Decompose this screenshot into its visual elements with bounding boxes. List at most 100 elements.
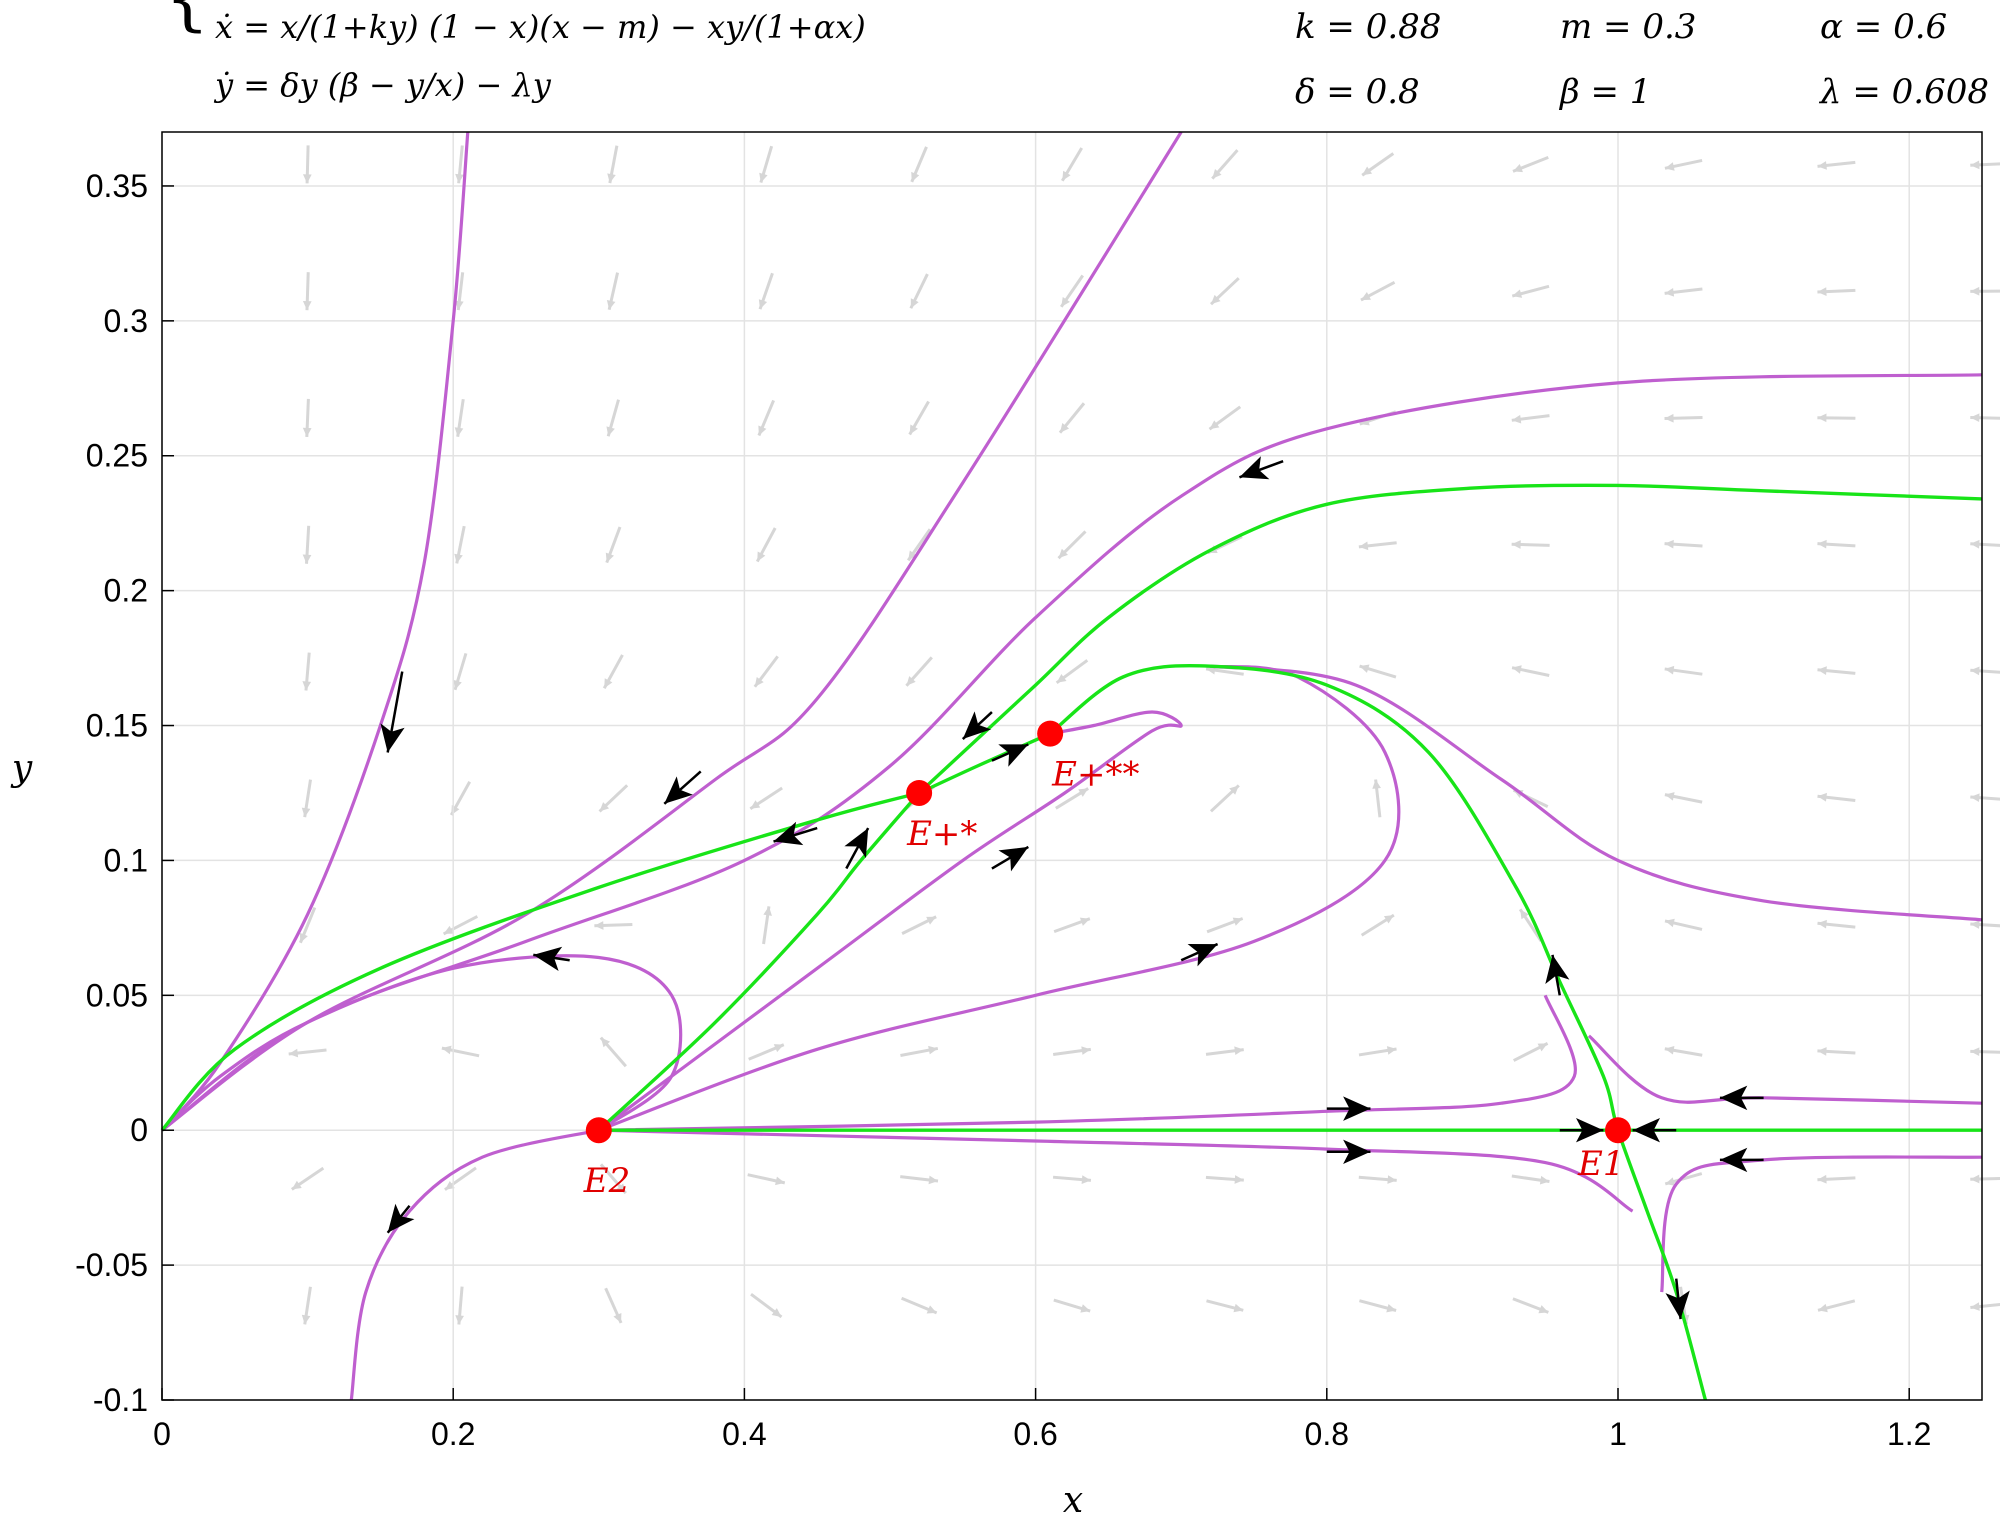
param-beta: β = 1 <box>1558 72 1651 112</box>
field-arrow-head <box>288 1048 299 1058</box>
field-arrow-head <box>1233 1303 1244 1313</box>
field-arrow-head <box>1664 413 1674 423</box>
field-arrow-head <box>763 906 772 916</box>
field-arrow-head <box>1511 540 1521 549</box>
trajectory-line <box>598 994 1577 1132</box>
field-arrow-head <box>1079 917 1090 926</box>
field-arrow-head <box>758 299 768 310</box>
separatrix-line <box>597 791 921 1132</box>
field-arrow-head <box>1664 792 1675 801</box>
field-arrow-head <box>1056 673 1067 683</box>
field-arrow-head <box>1081 1175 1091 1184</box>
equilibrium-label: E2 <box>583 1161 630 1201</box>
direction-arrow-head <box>1343 1139 1371 1164</box>
x-tick-label: 0.2 <box>431 1416 475 1452</box>
field-arrow-head <box>926 916 937 925</box>
field-arrow-head <box>1664 288 1675 297</box>
y-axis-ticks: -0.1 -0.05 0 0.05 0.1 0.15 0.2 0.25 0.3 0.35 <box>75 168 174 1418</box>
direction-arrow-head <box>1343 1096 1371 1121</box>
direction-arrow-head <box>998 846 1029 872</box>
plot-frame <box>161 131 1983 1401</box>
y-tick-label: 0.25 <box>86 438 148 474</box>
field-arrow-head <box>759 172 768 183</box>
x-tick-label: 1.2 <box>1887 1416 1931 1452</box>
param-alpha: α = 0.6 <box>1820 7 1947 47</box>
field-arrow-head <box>1234 1175 1244 1184</box>
equation-x-dot: ẋ = x/(1+ky) (1 − x)(x − m) − xy/(1+αx) <box>215 8 866 46</box>
equilibria: E2 E1 E+* E+** <box>583 720 1631 1201</box>
param-k: k = 0.88 <box>1295 7 1441 47</box>
field-arrow-head <box>302 427 312 437</box>
separatrix-line <box>160 791 920 1132</box>
direction-arrow-head <box>844 828 869 858</box>
field-arrow-head <box>1970 920 1980 929</box>
field-arrow-head <box>928 1175 938 1185</box>
field-arrow-head <box>1232 917 1243 926</box>
trajectory-line <box>349 1128 600 1401</box>
field-arrow-head <box>1970 1174 1980 1184</box>
field-arrow-head <box>1512 164 1523 173</box>
y-tick-label: 0.35 <box>86 168 148 204</box>
field-arrow-head <box>757 551 766 562</box>
field-arrow-head <box>1058 548 1068 559</box>
field-arrow-head <box>1081 1046 1091 1055</box>
field-arrow-head <box>1970 413 1980 423</box>
direction-arrow-head <box>1545 954 1570 984</box>
field-arrow-head <box>1358 541 1369 551</box>
trajectory-line <box>161 373 1983 1132</box>
field-arrow-head <box>758 425 767 436</box>
field-arrow-head <box>1234 1046 1244 1056</box>
param-lambda: λ = 0.608 <box>1818 72 1989 112</box>
field-arrow-head <box>1817 287 1827 296</box>
field-arrow-head <box>1387 1175 1397 1184</box>
equilibrium-label: E+** <box>1051 755 1139 795</box>
field-arrow-head <box>600 1037 611 1048</box>
field-arrow-head <box>455 173 464 184</box>
field-arrow-head <box>291 1180 302 1190</box>
field-arrow-head <box>1538 1305 1549 1314</box>
y-tick-label: 0.05 <box>86 977 148 1013</box>
x-tick-label: 0 <box>153 1416 171 1452</box>
field-arrow-head <box>606 299 616 310</box>
field-arrow-head <box>1665 1177 1676 1186</box>
x-axis-ticks: 0 0.2 0.4 0.6 0.8 1 1.2 <box>153 1388 1931 1452</box>
field-arrow-head <box>1817 666 1827 675</box>
field-arrow-head <box>906 676 916 686</box>
field-arrow-head <box>1664 539 1674 549</box>
y-tick-label: 0.2 <box>104 573 148 609</box>
separatrix-line <box>1049 664 1708 1401</box>
field-arrow-head <box>606 426 615 437</box>
direction-arrows <box>380 456 1764 1320</box>
equilibrium-label: E1 <box>1577 1144 1624 1184</box>
field-arrow-head <box>1817 919 1827 929</box>
field-arrow-head <box>302 174 312 184</box>
field-arrow-head <box>455 1315 464 1325</box>
direction-arrow-head <box>1719 1085 1748 1111</box>
field-arrow-head <box>1062 170 1071 181</box>
field-arrow-head <box>773 1044 784 1053</box>
field-arrow-head <box>1372 779 1381 789</box>
field-arrow-head <box>607 173 616 184</box>
field-arrow-head <box>911 171 920 182</box>
field-arrow-head <box>301 807 311 818</box>
y-tick-label: 0.1 <box>104 842 148 878</box>
equation-y-dot: ẏ = δy (β − y/x) − λy <box>213 66 552 104</box>
field-arrow-head <box>1817 1047 1827 1056</box>
direction-arrow-head <box>773 821 804 846</box>
y-tick-label: 0.3 <box>104 303 148 339</box>
field-arrow-head <box>454 300 464 311</box>
field-arrow-head <box>599 802 610 812</box>
field-arrow-head <box>1817 1303 1828 1313</box>
x-tick-label: 1 <box>1609 1416 1627 1452</box>
field-arrow-head <box>1539 1175 1550 1185</box>
field-arrow-head <box>1212 168 1222 179</box>
param-delta: δ = 0.8 <box>1295 72 1420 112</box>
field-arrow-head <box>1061 296 1070 307</box>
direction-arrow-head <box>1632 1118 1660 1143</box>
field-arrow-head <box>1970 160 1980 170</box>
trajectory-line <box>598 1128 1634 1213</box>
field-arrow-head <box>754 676 764 687</box>
separatrix-line <box>918 732 1051 795</box>
field-arrow-head <box>1362 166 1373 176</box>
